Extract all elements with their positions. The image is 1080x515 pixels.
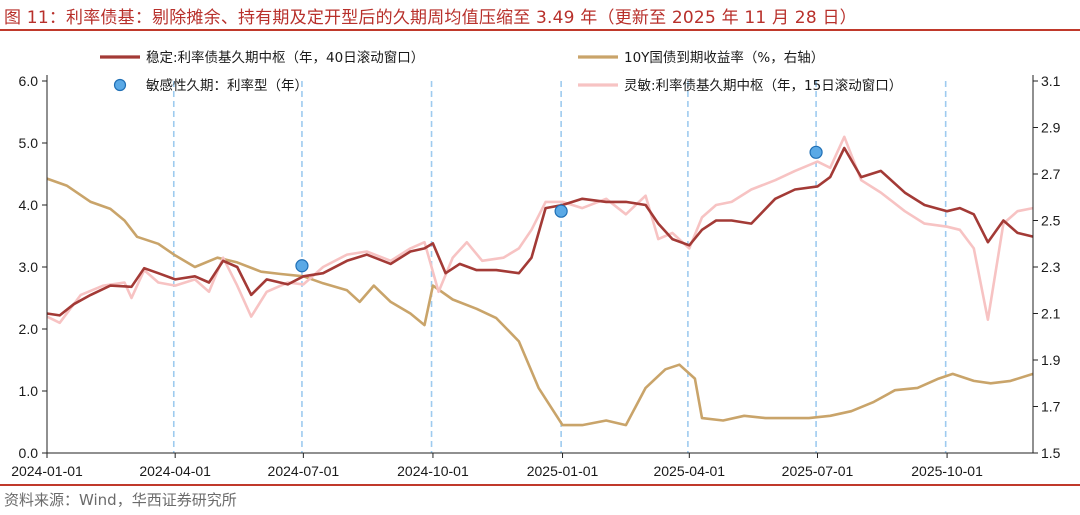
y-right-tick-label: 2.1 <box>1041 306 1061 322</box>
source-note: 资料来源：Wind，华西证券研究所 <box>4 491 237 509</box>
y-right-tick-label: 1.9 <box>1041 352 1061 368</box>
series-line-agile <box>46 135 1034 325</box>
x-tick-label: 2024-04-01 <box>139 463 211 479</box>
legend: 稳定:利率债基久期中枢（年，40日滚动窗口） 10Y国债到期收益率（%，右轴） 敏感… <box>100 49 902 94</box>
legend-label-yield10y: 10Y国债到期收益率（%，右轴） <box>624 49 824 66</box>
y-left-tick-label: 1.0 <box>19 383 39 399</box>
sensitivity-duration-marker <box>554 204 568 218</box>
y-right-tick-label: 1.7 <box>1041 399 1061 415</box>
x-tick-label: 2024-07-01 <box>268 463 340 479</box>
sensitivity-duration-marker <box>295 259 309 273</box>
series-line-stable <box>46 146 1034 317</box>
sensitivity-duration-marker <box>809 145 823 159</box>
y-left-tick-label: 0.0 <box>19 445 39 461</box>
source-rule <box>0 484 1080 486</box>
series-layer <box>46 135 1034 427</box>
y-left-tick-label: 4.0 <box>19 197 39 213</box>
legend-label-agile: 灵敏:利率债基久期中枢（年，15日滚动窗口） <box>624 77 902 94</box>
x-tick-label: 2024-01-01 <box>11 463 83 479</box>
y-left-tick-label: 5.0 <box>19 135 39 151</box>
figure-title: 图 11：利率债基：剔除摊余、持有期及定开型后的久期周均值压缩至 3.49 年（… <box>4 8 857 28</box>
y-left-tick-label: 3.0 <box>19 259 39 275</box>
x-tick-label: 2025-07-01 <box>782 463 854 479</box>
y-right-tick-label: 1.5 <box>1041 445 1061 461</box>
y-right-tick-label: 2.5 <box>1041 213 1061 229</box>
axes: 0.0 1.0 2.0 3.0 4.0 5.0 6.0 1.5 1.7 1.9 2.1 2.3 2.5 2… <box>11 73 1060 479</box>
y-right-tick-label: 2.9 <box>1041 120 1061 136</box>
legend-label-marker: 敏感性久期：利率型（年） <box>146 77 308 94</box>
y-right-tick-label: 2.3 <box>1041 259 1061 275</box>
x-tick-label: 2024-10-01 <box>397 463 469 479</box>
series-line-yield10y <box>46 177 1034 427</box>
y-right-tick-label: 2.7 <box>1041 166 1061 182</box>
y-right-tick-label: 3.1 <box>1041 73 1061 89</box>
legend-label-stable: 稳定:利率债基久期中枢（年，40日滚动窗口） <box>146 49 424 66</box>
legend-swatch-marker <box>113 78 127 92</box>
title-rule <box>0 29 1080 31</box>
y-left-tick-label: 2.0 <box>19 321 39 337</box>
x-tick-label: 2025-01-01 <box>527 463 599 479</box>
x-tick-label: 2025-04-01 <box>653 463 725 479</box>
y-left-tick-label: 6.0 <box>19 73 39 89</box>
reference-lines <box>172 81 947 453</box>
x-tick-label: 2025-10-01 <box>911 463 983 479</box>
